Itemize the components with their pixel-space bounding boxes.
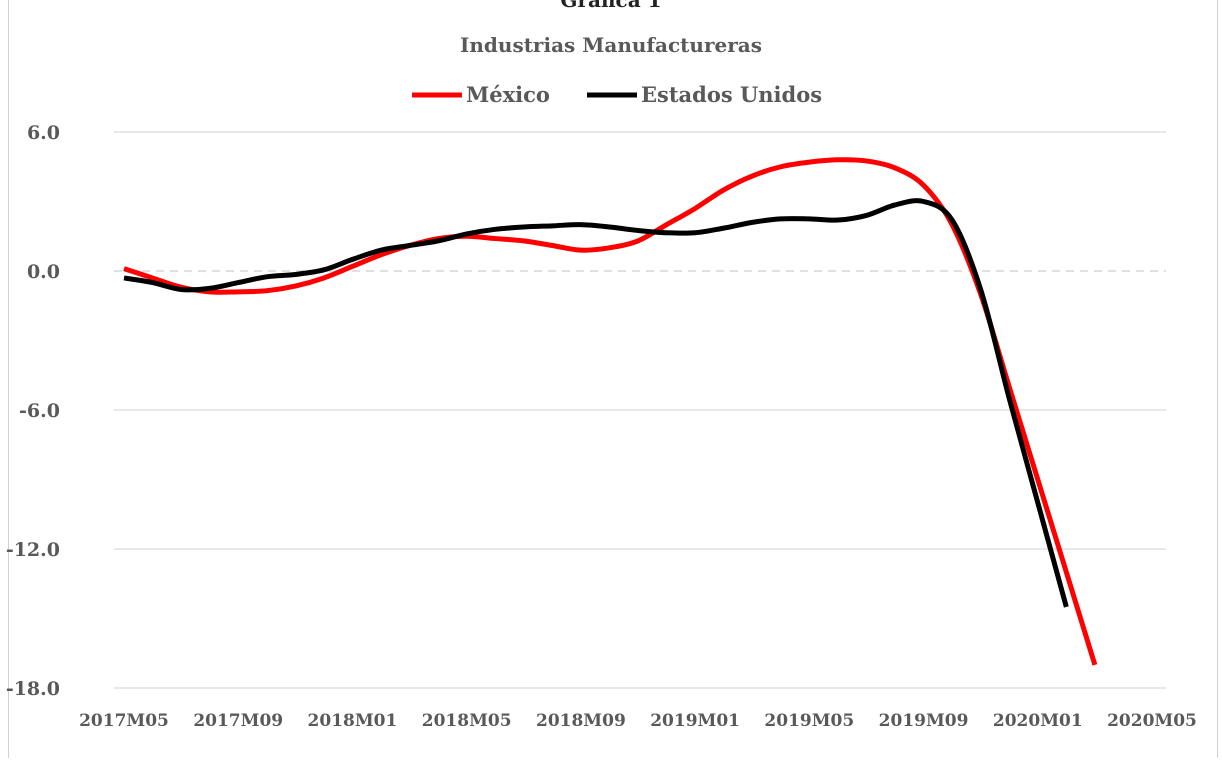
series-lines: [123, 157, 1098, 666]
x-tick-label: 2017M09: [193, 711, 283, 731]
legend-item-estados-unidos: Estados Unidos: [587, 82, 822, 107]
legend-item-mexico: México: [412, 82, 550, 107]
x-tick-label: 2018M01: [308, 711, 398, 731]
gridlines: [114, 131, 1166, 689]
y-tick-label: 6.0: [27, 122, 60, 144]
chart-header-partial: Gráfica 1: [560, 0, 662, 12]
y-tick-label: -6.0: [19, 400, 60, 422]
y-tick-label: -18.0: [6, 678, 60, 700]
x-axis-ticks: 2017M05 2017M09 2018M01 2018M05 2018M09 2019M…: [79, 711, 1197, 731]
x-tick-label: 2018M05: [422, 711, 512, 731]
x-tick-label: 2019M05: [764, 711, 854, 731]
y-tick-label: 0.0: [27, 261, 60, 283]
x-tick-label: 2018M09: [536, 711, 626, 731]
series-line-estados-unidos: [123, 198, 1069, 608]
y-tick-label: -12.0: [6, 539, 60, 561]
legend-label-mexico: México: [466, 82, 550, 107]
series-line-mexico: [123, 157, 1098, 666]
y-axis-ticks: 6.0 0.0 -6.0 -12.0 -18.0: [6, 122, 60, 700]
legend: México Estados Unidos: [412, 82, 822, 107]
chart-frame: [8, 0, 1218, 758]
x-tick-label: 2019M09: [879, 711, 969, 731]
x-tick-label: 2020M05: [1107, 711, 1197, 731]
chart-title: Industrias Manufactureras: [460, 33, 762, 57]
legend-label-estados-unidos: Estados Unidos: [641, 82, 822, 107]
x-tick-label: 2020M01: [993, 711, 1083, 731]
x-tick-label: 2019M01: [650, 711, 740, 731]
x-tick-label: 2017M05: [79, 711, 169, 731]
